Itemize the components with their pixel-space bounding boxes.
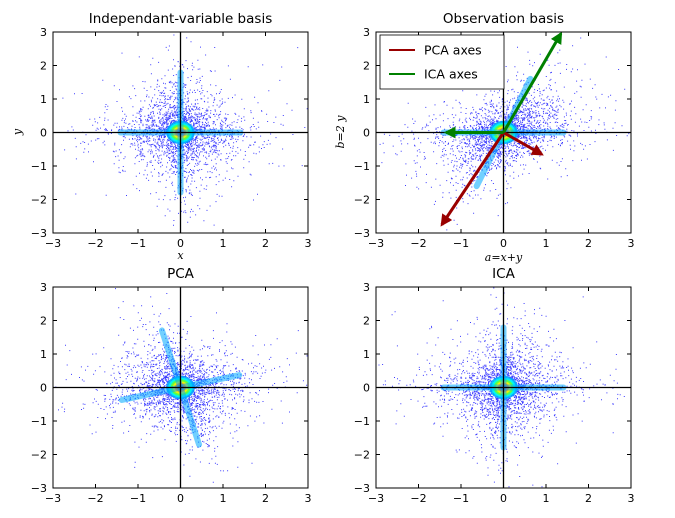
y-tick-label: −3 — [31, 227, 47, 240]
y-axis-label: b=2 y — [334, 115, 347, 149]
pca-axis-arrow — [502, 131, 544, 156]
y-tick-label: −2 — [31, 194, 47, 207]
x-tick-label: −1 — [453, 237, 469, 250]
subplot-title: ICA — [492, 266, 515, 282]
x-tick-label: −2 — [87, 237, 103, 250]
subplot-independent-variable-basis: Independant-variable basis −3 −2 −1 0 1 2 3−3−… — [11, 11, 312, 262]
subplot-pca: PCA −3 −2 −1 0 1 2 3 −3 −2 −1 0 1 2 3 — [31, 266, 312, 505]
y-tick-label: −3 — [31, 482, 47, 495]
y-tick-label: −1 — [354, 415, 370, 428]
pca-axis-arrow — [440, 131, 505, 227]
subplot-ica: ICA −3 −2 −1 0 1 2 3 −3 −2 −1 0 1 2 3 — [354, 266, 635, 505]
x-tick-label: 2 — [585, 237, 592, 250]
x-tick-label: 3 — [628, 237, 635, 250]
x-tick-label: 0 — [500, 492, 507, 505]
y-tick-label: 3 — [363, 281, 370, 294]
x-tick-label: 1 — [220, 237, 227, 250]
x-tick-label: −1 — [130, 492, 146, 505]
x-tick-label: 1 — [543, 492, 550, 505]
plot-area: −3 −2 −1 0 1 2 3 −3 −2 −1 0 1 2 3 — [354, 281, 635, 505]
x-tick-label: 1 — [220, 492, 227, 505]
x-tick-label: 3 — [628, 492, 635, 505]
plot-area: −3 −2 −1 0 1 2 3 −3 −2 −1 0 1 2 3 — [354, 26, 635, 250]
x-tick-label: −2 — [410, 492, 426, 505]
y-tick-label: −1 — [354, 160, 370, 173]
x-tick-label: 0 — [177, 492, 184, 505]
legend-box — [379, 34, 505, 90]
y-tick-label: 1 — [40, 93, 47, 106]
y-tick-label: 2 — [40, 315, 47, 328]
x-tick-label: −2 — [410, 237, 426, 250]
x-tick-label: −1 — [453, 492, 469, 505]
y-tick-label: 3 — [363, 26, 370, 39]
subplot-title: Independant-variable basis — [89, 11, 272, 27]
x-axis-label: a=x+y — [485, 251, 523, 264]
y-tick-label: 0 — [363, 382, 370, 395]
y-tick-label: 2 — [363, 60, 370, 73]
x-tick-label: −2 — [87, 492, 103, 505]
y-tick-label: 3 — [40, 26, 47, 39]
plot-area: −3 −2 −1 0 1 2 3 −3 −2 −1 0 1 2 3 — [31, 281, 312, 505]
y-tick-label: 1 — [40, 348, 47, 361]
y-tick-label: 0 — [40, 127, 47, 140]
x-tick-label: −1 — [130, 237, 146, 250]
y-tick-label: 2 — [40, 60, 47, 73]
x-tick-label: −3 — [45, 492, 61, 505]
x-tick-label: −3 — [368, 237, 384, 250]
x-tick-label: 1 — [543, 237, 550, 250]
x-tick-label: −3 — [368, 492, 384, 505]
x-tick-label: 3 — [305, 237, 312, 250]
y-tick-label: 0 — [363, 127, 370, 140]
y-tick-label: 2 — [363, 315, 370, 328]
x-axis-label: x — [177, 249, 184, 262]
y-tick-label: −1 — [31, 160, 47, 173]
y-tick-label: −3 — [354, 227, 370, 240]
legend-label-pca: PCA axes — [424, 43, 482, 58]
ica-axis-arrow — [502, 31, 563, 134]
y-tick-label: −2 — [31, 449, 47, 462]
y-tick-label: −1 — [31, 415, 47, 428]
subplot-observation-basis: Observation basis −3 −2 −1 0 1 2 3 −3 −2 −1 0 1 2 3 a… — [334, 11, 635, 264]
subplot-title: Observation basis — [443, 11, 564, 27]
x-tick-label: 2 — [585, 492, 592, 505]
x-tick-label: 0 — [177, 237, 184, 250]
legend-label-ica: ICA axes — [424, 67, 478, 82]
plot-area: −3 −2 −1 0 1 2 3 −3 −2 −1 0 1 2 3 — [31, 26, 312, 250]
y-tick-label: 1 — [363, 348, 370, 361]
x-tick-label: 2 — [262, 492, 269, 505]
y-axis-label: y — [11, 128, 24, 136]
y-tick-label: −2 — [354, 194, 370, 207]
subplot-title: PCA — [167, 266, 195, 282]
legend: PCA axes ICA axes — [379, 34, 505, 90]
x-tick-label: 0 — [500, 237, 507, 250]
y-tick-label: 3 — [40, 281, 47, 294]
y-tick-label: −2 — [354, 449, 370, 462]
y-tick-label: 1 — [363, 93, 370, 106]
y-tick-label: −3 — [354, 482, 370, 495]
x-tick-label: 3 — [305, 492, 312, 505]
y-tick-label: 0 — [40, 382, 47, 395]
x-tick-label: −3 — [45, 237, 61, 250]
x-tick-label: 2 — [262, 237, 269, 250]
